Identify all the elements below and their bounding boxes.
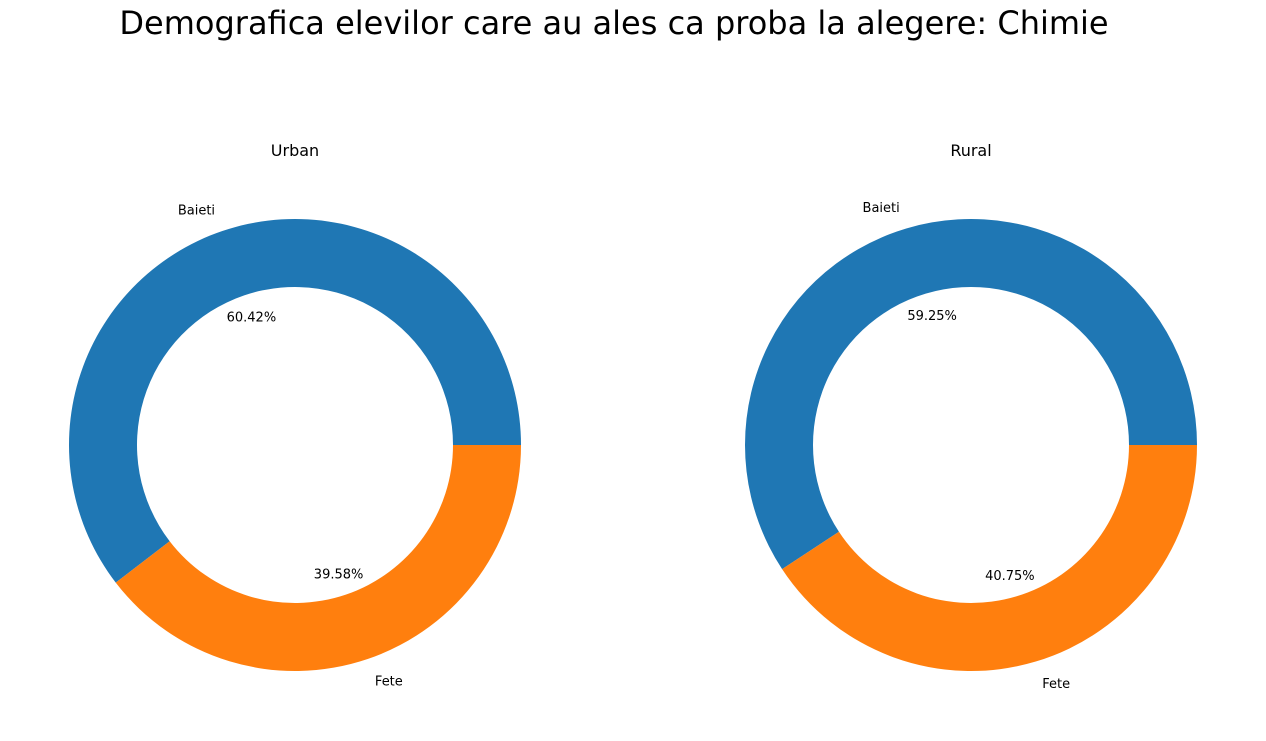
- figure-title: Demografica elevilor care au ales ca pro…: [119, 4, 1109, 42]
- slice-label: Baieti: [178, 204, 215, 219]
- percent-label: 59.25%: [907, 309, 957, 324]
- slice-fete: [782, 445, 1197, 671]
- percent-label: 60.42%: [227, 311, 277, 326]
- slice-baieti: [745, 218, 1197, 570]
- subplot-title: Rural: [950, 141, 991, 160]
- slice-fete: [115, 445, 522, 671]
- slice-label: Fete: [375, 674, 403, 689]
- percent-label: 39.58%: [314, 567, 364, 582]
- slice-label: Baieti: [863, 201, 900, 216]
- subplot-title: Urban: [271, 141, 319, 160]
- slice-label: Fete: [1042, 677, 1070, 692]
- percent-label: 40.75%: [985, 569, 1035, 584]
- donut-urban: Urban Baieti 60.42% Fete 39.58%: [69, 141, 522, 689]
- donut-rural: Rural Baieti 59.25% Fete 40.75%: [745, 141, 1197, 692]
- slice-baieti: [69, 219, 521, 583]
